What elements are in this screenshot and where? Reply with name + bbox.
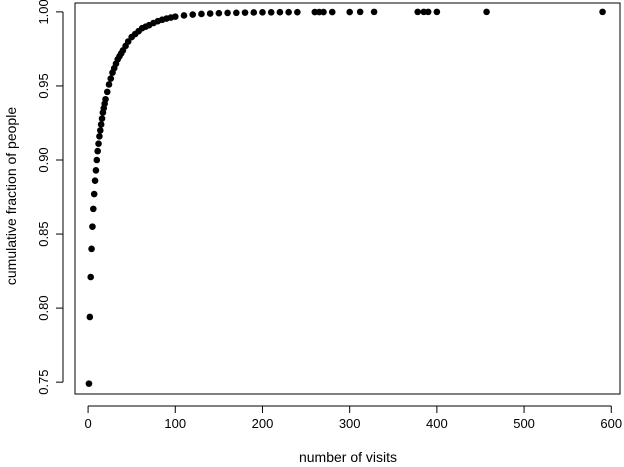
y-axis-title-group: cumulative fraction of people — [3, 107, 19, 285]
data-point — [198, 10, 205, 18]
data-point — [90, 190, 98, 198]
data-point — [90, 205, 97, 213]
axes: 0 100 200 300 400 500 600 0.75 0.80 0.85 0.90 0.95 1… — [36, 0, 622, 431]
data-point — [86, 313, 94, 321]
data-point — [483, 8, 490, 16]
data-point — [233, 9, 240, 17]
data-point — [599, 8, 606, 16]
data-points — [85, 8, 606, 387]
data-point — [92, 167, 100, 174]
y-tick-label: 0.85 — [36, 221, 51, 246]
y-tick-label: 0.95 — [36, 73, 51, 98]
data-point — [88, 245, 95, 253]
data-point — [294, 8, 301, 16]
x-tick-label: 500 — [513, 416, 535, 431]
data-point — [180, 12, 188, 19]
data-point — [370, 8, 378, 16]
y-axis-title: cumulative fraction of people — [3, 107, 19, 285]
data-point — [276, 8, 284, 16]
data-point — [267, 9, 275, 16]
data-point — [91, 177, 99, 185]
data-point — [124, 38, 132, 45]
data-point — [241, 9, 249, 16]
plot-frame — [74, 2, 621, 395]
y-tick-label: 0.80 — [36, 295, 51, 320]
data-point — [98, 115, 106, 122]
data-point — [285, 8, 292, 16]
x-tick-label: 100 — [164, 416, 186, 431]
data-point — [96, 132, 103, 140]
data-point — [189, 11, 197, 18]
x-tick-label: 600 — [600, 416, 622, 431]
data-point — [105, 81, 113, 88]
data-point — [96, 127, 104, 134]
data-point — [206, 10, 214, 17]
data-point — [320, 8, 327, 16]
data-point — [94, 147, 101, 155]
data-point — [107, 75, 115, 82]
x-axis-title: number of visits — [299, 449, 397, 465]
data-point — [102, 95, 109, 103]
data-point — [93, 156, 101, 164]
data-point — [103, 88, 111, 96]
data-point — [95, 140, 102, 148]
data-point — [224, 9, 231, 17]
data-point — [259, 9, 266, 16]
data-point — [250, 9, 258, 16]
data-point — [328, 8, 336, 16]
x-tick-label: 400 — [426, 416, 448, 431]
data-point — [89, 223, 96, 230]
data-point — [433, 8, 441, 16]
data-point — [87, 273, 94, 281]
data-point — [215, 9, 223, 17]
data-point — [414, 8, 421, 16]
data-point — [97, 121, 105, 128]
data-point — [171, 13, 179, 20]
x-tick-label: 300 — [339, 416, 361, 431]
x-tick-label: 0 — [84, 416, 91, 431]
y-tick-label: 0.75 — [36, 369, 51, 394]
data-point — [424, 8, 432, 16]
data-point — [356, 8, 364, 16]
y-tick-label: 0.90 — [36, 147, 51, 172]
x-tick-label: 200 — [252, 416, 274, 431]
data-point — [346, 8, 353, 16]
data-point — [85, 380, 93, 387]
y-tick-label: 1.00 — [36, 0, 51, 25]
